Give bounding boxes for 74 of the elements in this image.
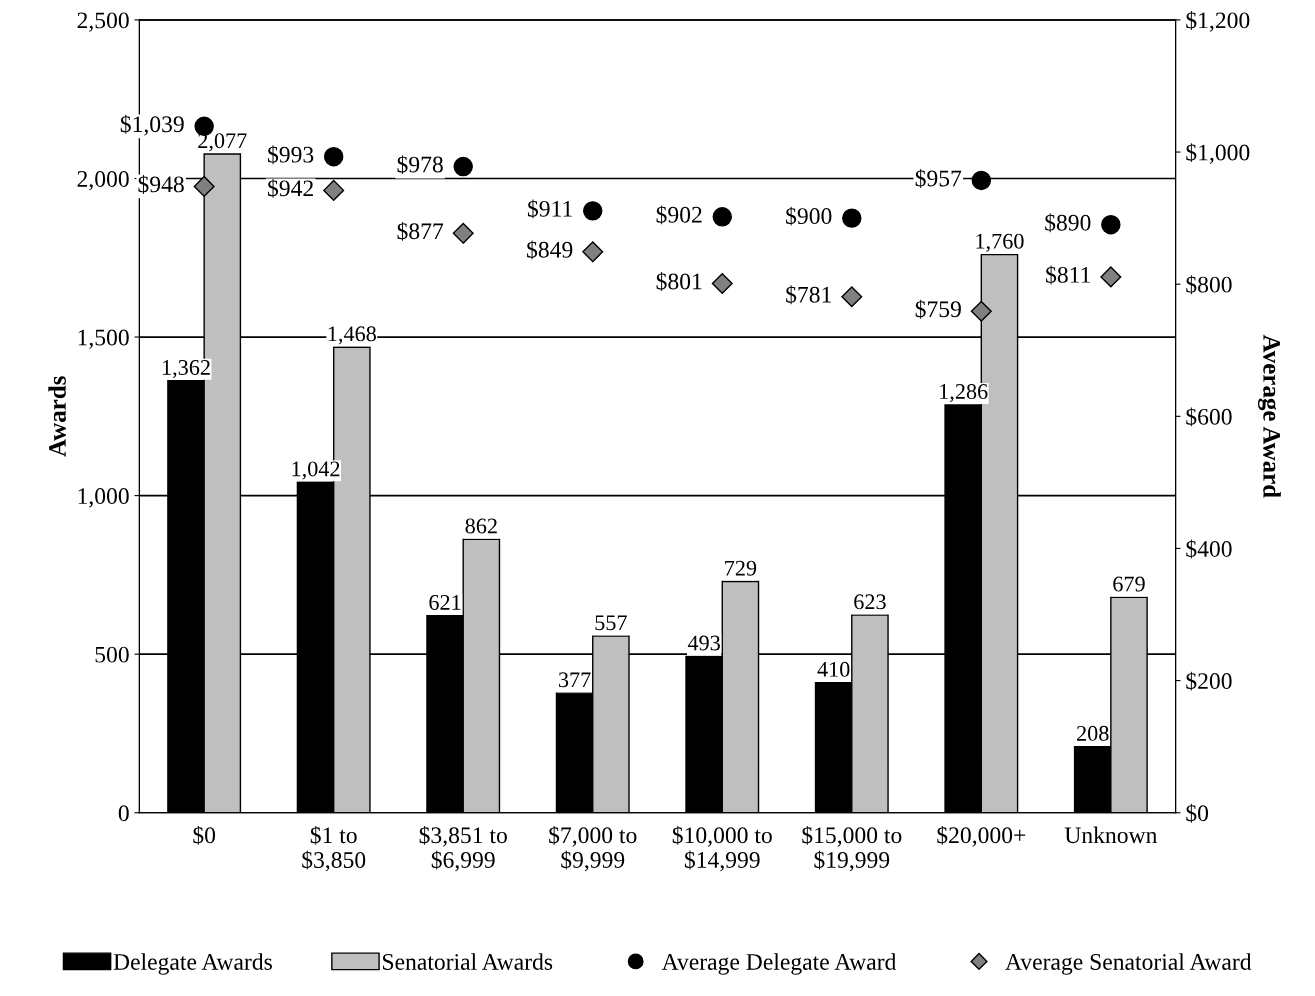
y-tick-label: 1,000 [78, 488, 129, 508]
data-label: $911 [527, 199, 572, 219]
point [970, 300, 992, 322]
y-axis-title: Awards [48, 376, 66, 457]
x-tick-label: $20,000+ [937, 825, 1026, 847]
data-label: 862 [465, 518, 497, 534]
point [193, 175, 215, 197]
data-label: $978 [397, 155, 443, 175]
data-label: $877 [397, 221, 444, 241]
y-tick-label: 1,500 [78, 329, 129, 349]
data-label: $900 [786, 206, 832, 226]
data-label: $811 [1046, 265, 1090, 285]
y2-tick-label: $600 [1186, 407, 1232, 427]
legend-label: Average Delegate Award [661, 953, 897, 975]
point [1100, 266, 1122, 288]
x-tick-label: $0 [193, 825, 216, 845]
data-label: $902 [656, 205, 702, 225]
y2-tick-label: $800 [1186, 275, 1232, 295]
data-label: 208 [1077, 725, 1109, 741]
legend-label: Average Senatorial Award [1005, 953, 1252, 975]
point [842, 208, 862, 228]
point [971, 170, 992, 191]
data-label: $957 [915, 169, 962, 188]
x-tick-label: $7,000 to $9,999 [549, 825, 637, 872]
point [452, 222, 474, 244]
data-label: 557 [595, 615, 627, 631]
data-label: 1,362 [162, 359, 210, 379]
point [453, 156, 473, 177]
data-label: 623 [854, 594, 886, 610]
data-label: 377 [559, 672, 591, 688]
data-label: 1,760 [976, 233, 1024, 252]
point [711, 273, 733, 295]
point [323, 146, 344, 167]
point [1101, 215, 1121, 235]
data-label: $781 [786, 285, 831, 305]
data-label: 1,042 [292, 461, 340, 480]
y2-tick-label: $1,000 [1186, 143, 1250, 164]
data-label: $942 [268, 178, 313, 198]
legend-label: Senatorial Awards [383, 953, 553, 970]
x-tick-label: $15,000 to $19,999 [802, 825, 902, 872]
data-label: $948 [138, 174, 184, 194]
point [712, 207, 732, 227]
y2-tick-label: $200 [1186, 671, 1232, 691]
data-label: $849 [527, 240, 573, 260]
data-label: $801 [656, 272, 702, 292]
data-label: $993 [268, 145, 314, 165]
point [841, 286, 863, 308]
x-tick-label: $1 to $3,850 [302, 825, 366, 872]
y2-tick-label: $0 [1186, 803, 1209, 823]
point [323, 179, 345, 201]
x-tick-label: Unknown [1064, 826, 1158, 844]
data-label: $890 [1045, 213, 1091, 233]
point [583, 201, 603, 221]
data-label: 621 [429, 594, 461, 610]
data-label: 1,286 [940, 384, 988, 403]
x-tick-label: $10,000 to $14,999 [672, 825, 772, 872]
data-label: $759 [915, 299, 961, 319]
y-tick-label: 2,500 [77, 12, 129, 32]
data-label: 410 [817, 661, 850, 677]
data-label: $1,039 [120, 114, 184, 136]
y-tick-label: 500 [95, 646, 129, 663]
y-tick-label: 2,000 [77, 170, 129, 191]
data-label: 679 [1113, 576, 1145, 592]
point [582, 241, 604, 263]
y2-tick-label: $1,200 [1186, 11, 1250, 32]
y2-axis-title: Average Award [1257, 334, 1281, 498]
x-tick-label: $3,851 to $6,999 [419, 825, 507, 872]
data-label: 493 [687, 635, 720, 651]
legend-label: Delegate Awards [113, 953, 272, 975]
y-tick-label: 0 [118, 805, 129, 822]
data-label: 729 [725, 560, 757, 576]
data-label: 2,077 [198, 133, 247, 152]
y2-tick-label: $400 [1186, 539, 1232, 559]
data-label: 1,468 [328, 326, 376, 345]
